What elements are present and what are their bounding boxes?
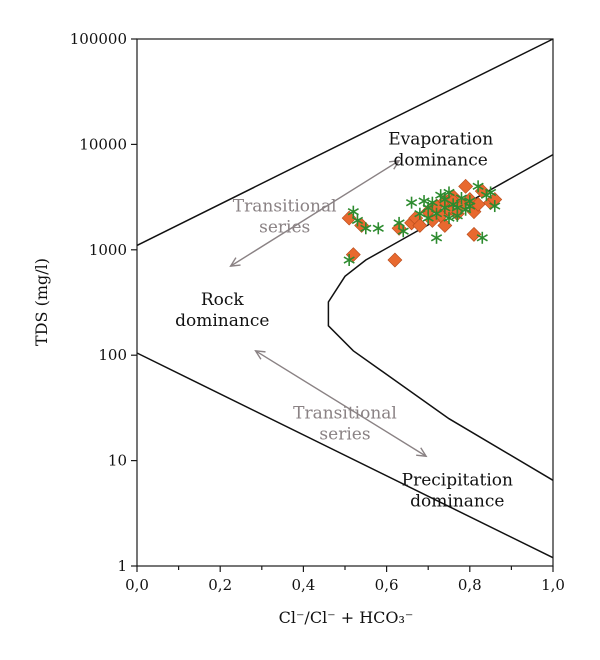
rock-label-line: dominance bbox=[175, 311, 269, 331]
data-points bbox=[341, 178, 503, 268]
y-tick-label: 1000 bbox=[89, 241, 127, 259]
transitional-arrows bbox=[229, 159, 428, 458]
asterisk-point bbox=[418, 195, 430, 208]
asterisk-point bbox=[351, 214, 364, 227]
diamond-point bbox=[387, 252, 403, 268]
precipitation-label: Precipitation dominance bbox=[402, 471, 513, 512]
asterisk-point bbox=[372, 222, 384, 235]
boundary-lines bbox=[136, 38, 554, 559]
precipitation-label-line: dominance bbox=[410, 492, 504, 512]
y-tick-label: 1 bbox=[117, 557, 127, 575]
asterisk-point bbox=[439, 193, 451, 206]
x-tick-label: 0,0 bbox=[125, 576, 149, 594]
asterisk-point bbox=[472, 180, 484, 193]
diamond-point bbox=[470, 196, 486, 212]
x-tick-label: 0,8 bbox=[458, 576, 482, 594]
y-tick-label: 10 bbox=[108, 452, 127, 470]
y-tick-label: 100 bbox=[98, 346, 127, 364]
y-tick-label: 10000 bbox=[79, 135, 127, 153]
transitional-upper-label: Transitional series bbox=[233, 197, 337, 238]
diamond-point bbox=[466, 226, 482, 242]
rock-label: Rock dominance bbox=[175, 290, 269, 331]
axes: 0,0 0,2 0,4 0,6 0,8 1,0 1 10 100 1000 10000 100000 bbox=[70, 30, 565, 594]
asterisk-point bbox=[455, 192, 468, 205]
asterisk-point bbox=[405, 196, 418, 209]
precipitation-label-line: Precipitation bbox=[402, 471, 513, 491]
asterisk-point bbox=[347, 205, 359, 218]
asterisk-point bbox=[343, 254, 355, 267]
transitional-lower-label-line: Transitional bbox=[293, 404, 397, 424]
asterisk-point bbox=[489, 200, 501, 213]
transitional-upper-label-line: Transitional bbox=[233, 197, 337, 217]
y-tick-label: 100000 bbox=[70, 30, 127, 48]
asterisk-point bbox=[464, 195, 476, 208]
evaporation-label-line: dominance bbox=[394, 150, 488, 170]
asterisk-point bbox=[360, 222, 372, 235]
transitional-arrow-1 bbox=[229, 159, 401, 267]
rock-label-line: Rock bbox=[201, 290, 245, 310]
transitional-lower-label-line: series bbox=[319, 425, 370, 445]
x-tick-label: 0,4 bbox=[291, 576, 315, 594]
asterisk-point bbox=[397, 225, 409, 238]
asterisk-point bbox=[451, 201, 463, 214]
diamond-point bbox=[412, 218, 428, 233]
y-axis-title: TDS (mg/l) bbox=[32, 258, 51, 346]
transitional-upper-label-line: series bbox=[259, 218, 310, 238]
x-tick-label: 0,2 bbox=[208, 576, 232, 594]
evaporation-label-line: Evaporation bbox=[388, 129, 493, 149]
asterisk-point bbox=[430, 207, 443, 220]
asterisk-point bbox=[393, 216, 405, 229]
asterisk-point bbox=[484, 186, 497, 199]
transitional-lower-label: Transitional series bbox=[293, 404, 397, 445]
transitional-arrow-2 bbox=[254, 349, 428, 458]
x-tick-label: 0,6 bbox=[375, 576, 399, 594]
asterisk-point bbox=[430, 231, 443, 244]
boundary-line-3 bbox=[327, 153, 554, 481]
boundary-line-1 bbox=[136, 38, 554, 247]
x-axis-title: Cl⁻/Cl⁻ + HCO₃⁻ bbox=[279, 608, 414, 627]
diamond-point bbox=[458, 178, 474, 194]
asterisk-point bbox=[443, 212, 455, 225]
boundary-line-2 bbox=[136, 352, 554, 559]
x-tick-label: 1,0 bbox=[541, 576, 565, 594]
asterisk-point bbox=[476, 231, 488, 244]
evaporation-label: Evaporation dominance bbox=[388, 129, 493, 170]
